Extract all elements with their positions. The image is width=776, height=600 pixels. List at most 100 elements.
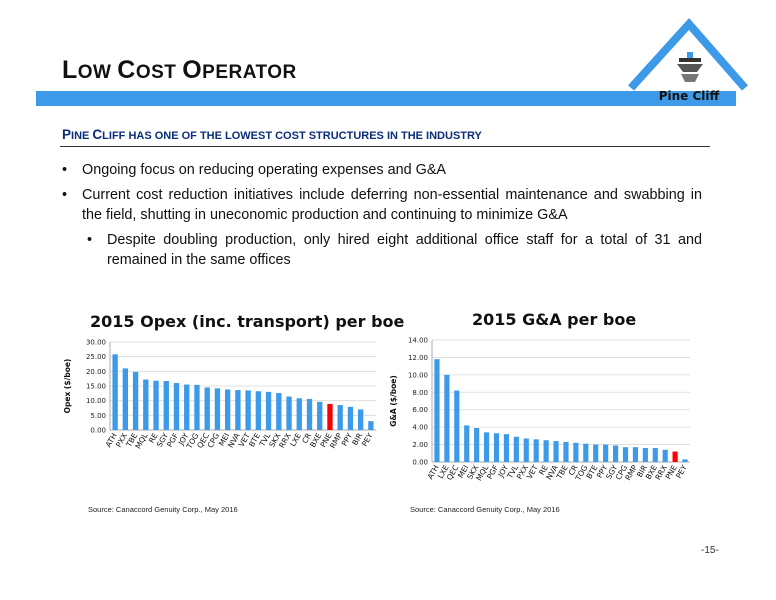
bullet-text: Ongoing focus on reducing operating expe… <box>82 162 447 178</box>
bullet-text: Current cost reduction initiatives inclu… <box>82 187 702 223</box>
bar <box>306 398 313 430</box>
bar <box>523 438 529 462</box>
bar <box>265 391 272 430</box>
bar <box>235 390 241 430</box>
y-tick-label: 15.00 <box>86 383 106 391</box>
bar <box>194 384 200 430</box>
bar <box>204 387 210 430</box>
y-tick-label: 4.00 <box>412 424 428 432</box>
bar <box>317 401 323 430</box>
title-part: OW <box>77 62 118 83</box>
subtitle-part: C <box>92 127 103 142</box>
bar <box>296 398 302 430</box>
bar <box>173 383 180 430</box>
bar <box>245 390 251 430</box>
x-tick-label: RE <box>537 463 550 476</box>
opex-bar-chart: 0.00 5.00 10.00 15.00 20.00 25.00 30.00 Opex ($… <box>63 339 376 451</box>
page-number: -15- <box>701 545 719 556</box>
bar <box>553 441 559 462</box>
y-tick-label: 20.00 <box>86 368 106 376</box>
title-part: L <box>62 56 78 84</box>
bar <box>503 434 510 462</box>
logo-text: Pine Cliff <box>659 89 720 103</box>
bar <box>153 380 159 430</box>
bar <box>513 436 519 462</box>
bar <box>444 374 450 462</box>
bullet-dot-icon: • <box>87 232 93 248</box>
title-part: O <box>182 56 203 84</box>
bar <box>632 447 639 462</box>
logo-mark-icon <box>677 52 703 82</box>
bullet-item: • Ongoing focus on reducing operating exp… <box>62 160 702 180</box>
bar <box>454 390 460 462</box>
bar <box>464 425 470 462</box>
bar <box>143 379 149 430</box>
title-part: C <box>117 56 136 84</box>
bar <box>163 381 169 430</box>
x-tick-label: RE <box>147 431 160 444</box>
bar <box>593 444 599 462</box>
bar <box>612 445 619 462</box>
bar <box>533 439 539 462</box>
y-tick-label: 8.00 <box>412 389 428 397</box>
bar <box>662 449 668 462</box>
y-tick-label: 0.00 <box>412 459 428 467</box>
bar <box>474 428 480 462</box>
bar <box>347 406 354 430</box>
bar <box>368 421 374 430</box>
bar <box>112 354 118 430</box>
subtitle-part: P <box>62 127 72 142</box>
opex-chart-title: 2015 Opex (inc. transport) per boe <box>90 312 405 331</box>
bar <box>357 409 364 430</box>
bar <box>214 388 221 430</box>
ga-chart-title: 2015 G&A per boe <box>472 310 637 329</box>
header-accent-bar <box>36 91 736 106</box>
ga-source-note: Source: Canaccord Genuity Corp., May 201… <box>410 505 560 514</box>
bar <box>255 391 262 430</box>
y-axis-label: Opex ($/boe) <box>63 359 72 414</box>
ga-bar-chart: 0.00 2.00 4.00 6.00 8.00 10.00 12.00 14.00 G&A (… <box>389 337 690 483</box>
bar <box>622 447 629 462</box>
y-tick-label: 6.00 <box>412 406 428 414</box>
bar <box>184 384 190 430</box>
bar <box>493 433 500 462</box>
y-tick-label: 12.00 <box>408 354 428 362</box>
bullet-item: • Despite doubling production, only hired… <box>87 230 702 270</box>
subtitle-rule <box>60 146 710 147</box>
bar <box>327 403 333 430</box>
bar <box>563 441 569 462</box>
y-tick-label: 5.00 <box>90 412 106 420</box>
title-part: PERATOR <box>202 62 297 83</box>
bar <box>642 448 648 462</box>
y-tick-label: 0.00 <box>90 427 106 435</box>
bullet-dot-icon: • <box>62 187 68 203</box>
bar <box>337 405 343 430</box>
title-part: OST <box>135 62 183 83</box>
bullet-list: • Ongoing focus on reducing operating exp… <box>62 160 702 275</box>
bar <box>122 368 129 430</box>
y-axis-label: G&A ($/boe) <box>389 375 398 427</box>
subtitle-part: LIFF HAS ONE OF THE LOWEST COST STRUCTUR… <box>102 130 482 142</box>
bar <box>603 444 609 462</box>
bar <box>543 440 549 462</box>
y-tick-label: 25.00 <box>86 353 106 361</box>
y-tick-label: 14.00 <box>408 337 428 345</box>
y-tick-label: 30.00 <box>86 339 106 347</box>
bar <box>483 432 490 462</box>
bar <box>286 396 292 430</box>
subtitle-part: INE <box>71 130 93 142</box>
bullet-text: Despite doubling production, only hired … <box>107 232 702 268</box>
bullet-dot-icon: • <box>62 162 68 178</box>
bar <box>224 389 231 430</box>
bar <box>276 393 282 430</box>
bar <box>132 371 139 430</box>
bar <box>573 442 579 462</box>
page-title: LOW COST OPERATOR <box>62 56 297 85</box>
bar <box>652 448 658 462</box>
bar <box>434 359 440 462</box>
y-tick-label: 10.00 <box>86 397 106 405</box>
section-subtitle: PINE CLIFF HAS ONE OF THE LOWEST COST ST… <box>62 126 482 144</box>
y-tick-label: 10.00 <box>408 371 428 379</box>
x-tick-label: PEY <box>360 431 375 448</box>
x-tick-label: PEY <box>674 463 689 480</box>
